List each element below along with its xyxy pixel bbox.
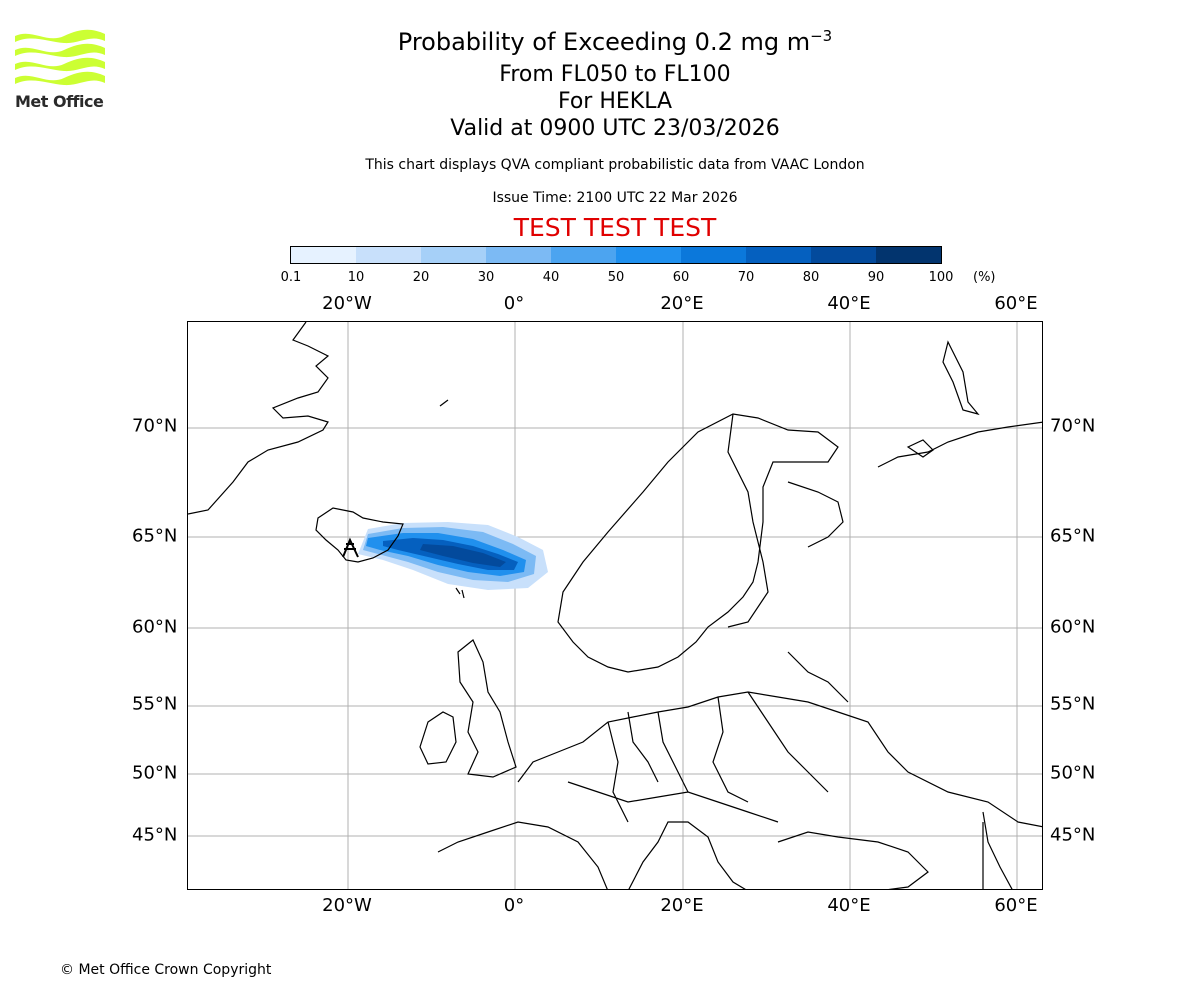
- lat-label-left: 55°N: [132, 693, 178, 715]
- continental-coast: [517, 691, 1042, 828]
- lat-label-left: 50°N: [132, 762, 178, 784]
- country-border: [567, 781, 779, 823]
- ash-plume: [358, 522, 548, 590]
- ireland-coast: [419, 711, 457, 765]
- colorbar-tick-label: 0.1: [280, 270, 302, 285]
- greenland-coast: [188, 322, 330, 515]
- colorbar: [290, 246, 942, 264]
- colorbar-unit: (%): [973, 270, 996, 285]
- lat-label-right: 50°N: [1050, 762, 1096, 784]
- colorbar-tick-label: 100: [928, 270, 954, 285]
- lon-label-bottom: 20°W: [322, 895, 372, 916]
- colorbar-segment: [356, 247, 421, 263]
- title-exponent: −3: [810, 27, 833, 45]
- valid-time: Valid at 0900 UTC 23/03/2026: [450, 116, 780, 141]
- lat-label-right: 70°N: [1050, 415, 1096, 437]
- country-border: [747, 691, 829, 793]
- country-border: [657, 711, 689, 793]
- colorbar-tick-label: 80: [802, 270, 820, 285]
- lat-label-right: 45°N: [1050, 824, 1096, 846]
- country-border: [712, 696, 749, 803]
- lon-label-top: 0°: [503, 293, 525, 314]
- lon-label-bottom: 60°E: [994, 895, 1038, 916]
- lon-label-top: 40°E: [827, 293, 871, 314]
- chart-description: This chart displays QVA compliant probab…: [365, 157, 865, 173]
- test-banner: TEST TEST TEST: [513, 213, 717, 242]
- novaya-zemlya: [942, 340, 980, 416]
- lat-label-right: 65°N: [1050, 525, 1096, 547]
- country-border: [627, 711, 659, 783]
- chart-title: Probability of Exceeding 0.2 mg m−3: [0, 27, 1200, 56]
- colorbar-tick-label: 20: [412, 270, 430, 285]
- copyright: © Met Office Crown Copyright: [60, 962, 272, 978]
- lon-label-top: 20°W: [322, 293, 372, 314]
- colorbar-border: [290, 246, 942, 264]
- gridlines: [188, 322, 1042, 889]
- colorbar-segment: [291, 247, 356, 263]
- map-canvas: [188, 322, 1042, 889]
- country-border: [787, 651, 849, 703]
- lon-label-top: 60°E: [994, 293, 1038, 314]
- colorbar-segment: [746, 247, 811, 263]
- white-sea-coast: [787, 481, 844, 548]
- colorbar-tick-label: 70: [737, 270, 755, 285]
- faroe-islands: [455, 587, 465, 599]
- colorbar-segment: [421, 247, 486, 263]
- logo-text: Met Office: [15, 92, 104, 111]
- country-border: [607, 721, 629, 823]
- southern-europe-coast: [437, 821, 608, 889]
- colorbar-tick-label: 30: [477, 270, 495, 285]
- map-panel[interactable]: [187, 321, 1043, 890]
- lat-label-right: 55°N: [1050, 693, 1096, 715]
- lon-label-top: 20°E: [660, 293, 704, 314]
- colorbar-tick-label: 60: [672, 270, 690, 285]
- met-office-logo: Met Office: [12, 28, 112, 118]
- volcano-name: For HEKLA: [557, 89, 673, 114]
- great-britain-coast: [457, 639, 517, 778]
- lon-label-bottom: 40°E: [827, 895, 871, 916]
- colorbar-segment: [811, 247, 876, 263]
- colorbar-tick-label: 90: [867, 270, 885, 285]
- colorbar-segment: [876, 247, 941, 263]
- colorbar-segment: [616, 247, 681, 263]
- colorbar-tick-label: 40: [542, 270, 560, 285]
- finland-border: [727, 413, 769, 628]
- title-main: Probability of Exceeding 0.2 mg m: [397, 28, 811, 56]
- balkans-coast: [628, 821, 746, 889]
- lat-label-left: 65°N: [132, 525, 178, 547]
- met-office-waves-icon: [15, 29, 105, 86]
- issue-time: Issue Time: 2100 UTC 22 Mar 2026: [492, 190, 738, 206]
- lat-label-right: 60°N: [1050, 616, 1096, 638]
- lat-label-left: 70°N: [132, 415, 178, 437]
- coastlines: [188, 322, 1042, 889]
- jan-mayen: [439, 399, 449, 407]
- black-sea-coast: [777, 831, 929, 889]
- iceland-coast: [315, 507, 404, 563]
- colorbar-tick-label: 10: [347, 270, 365, 285]
- colorbar-segment: [486, 247, 551, 263]
- scandinavia-coast: [557, 413, 839, 673]
- lat-label-left: 60°N: [132, 616, 178, 638]
- volcano-icon: [342, 537, 359, 558]
- flight-levels: From FL050 to FL100: [499, 62, 731, 87]
- lon-label-bottom: 20°E: [660, 895, 704, 916]
- lon-label-bottom: 0°: [503, 895, 525, 916]
- colorbar-tick-label: 50: [607, 270, 625, 285]
- arctic-coast-east: [877, 421, 1042, 468]
- colorbar-segment: [681, 247, 746, 263]
- caspian-coast: [982, 811, 1013, 889]
- lat-label-left: 45°N: [132, 824, 178, 846]
- colorbar-segment: [551, 247, 616, 263]
- plume-band-80: [420, 544, 506, 567]
